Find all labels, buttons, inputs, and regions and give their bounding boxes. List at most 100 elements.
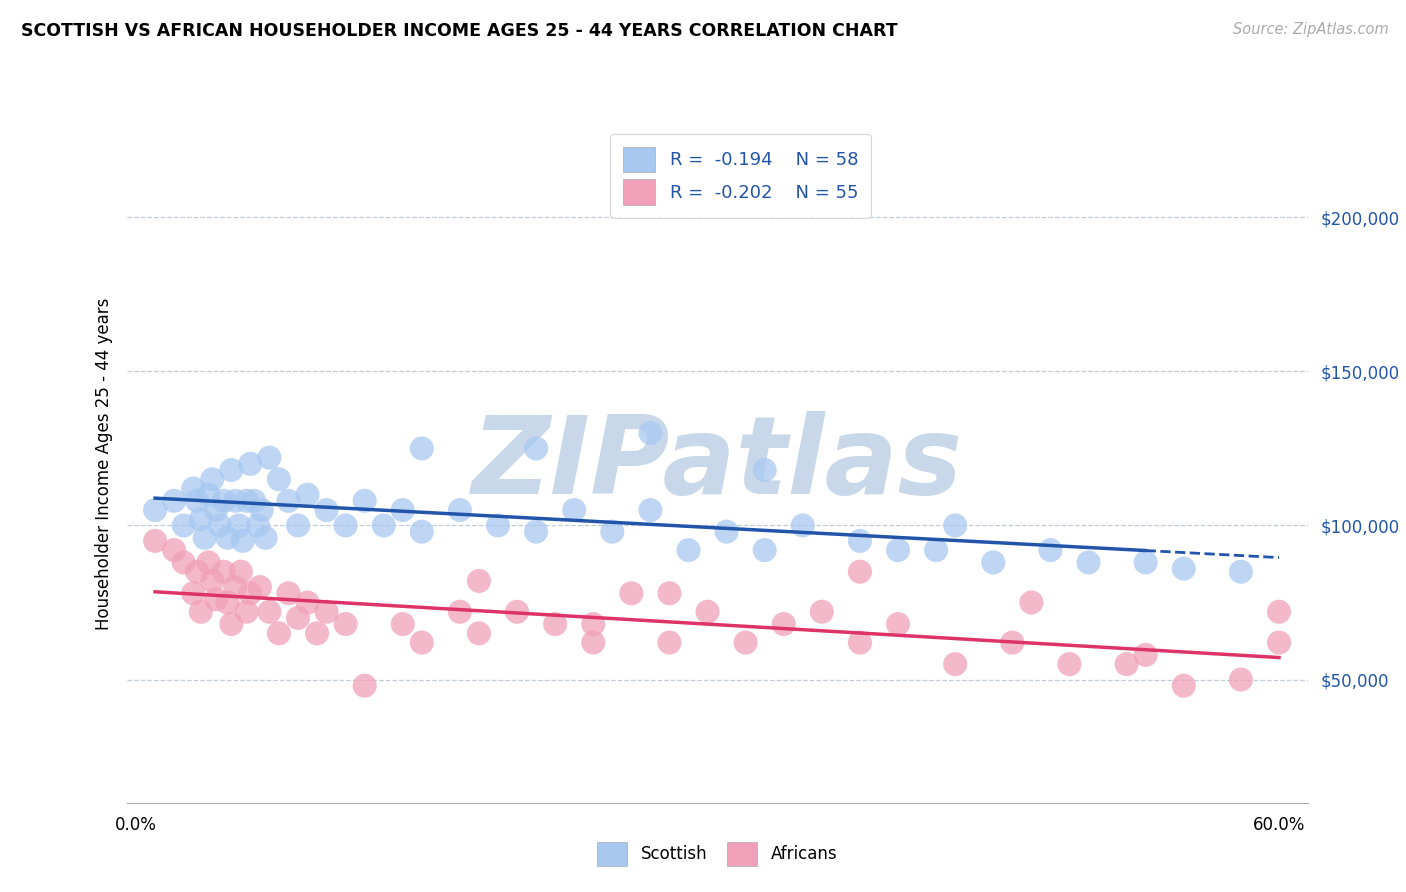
Text: Source: ZipAtlas.com: Source: ZipAtlas.com [1233,22,1389,37]
Point [259,605,281,619]
Y-axis label: Householder Income Ages 25 - 44 years: Householder Income Ages 25 - 44 years [94,298,112,630]
Point [212,565,235,579]
Point [143,533,166,548]
Point [194,531,217,545]
Point [235,493,257,508]
Point [1039,543,1062,558]
Point [143,503,166,517]
Point [267,472,290,486]
Point [315,605,337,619]
Point [582,617,605,632]
Point [544,617,567,632]
Point [221,463,243,477]
Point [217,595,239,609]
Point [678,543,700,558]
Point [1001,635,1024,649]
Point [658,586,681,600]
Point [772,617,794,632]
Point [391,617,413,632]
Point [943,657,966,672]
Point [250,503,273,517]
Point [243,493,266,508]
Point [811,605,834,619]
Point [449,605,471,619]
Point [640,425,662,440]
Point [887,617,910,632]
Point [239,586,262,600]
Point [335,518,357,533]
Point [205,592,228,607]
Point [287,518,309,533]
Text: SCOTTISH VS AFRICAN HOUSEHOLDER INCOME AGES 25 - 44 YEARS CORRELATION CHART: SCOTTISH VS AFRICAN HOUSEHOLDER INCOME A… [21,22,897,40]
Point [562,503,585,517]
Point [524,524,547,539]
Point [205,503,228,517]
Point [186,493,208,508]
Point [297,595,319,609]
Point [224,580,246,594]
Point [190,605,212,619]
Point [1173,679,1195,693]
Point [229,565,252,579]
Point [197,488,219,502]
Point [239,457,262,471]
Point [582,635,605,649]
Point [315,503,337,517]
Point [620,586,643,600]
Point [259,450,281,465]
Point [186,565,208,579]
Point [486,518,509,533]
Point [468,626,491,640]
Point [277,493,299,508]
Point [190,512,212,526]
Point [254,531,277,545]
Point [411,524,433,539]
Point [173,556,195,570]
Point [201,574,224,588]
Point [249,580,271,594]
Point [640,503,662,517]
Point [353,679,375,693]
Point [277,586,299,600]
Point [221,617,243,632]
Point [297,488,319,502]
Point [267,626,290,640]
Point [658,635,681,649]
Point [173,518,195,533]
Point [1268,635,1291,649]
Point [1115,657,1137,672]
Point [212,493,235,508]
Point [235,605,257,619]
Point [197,556,219,570]
Point [468,574,491,588]
Point [373,518,395,533]
Text: ZIPatlas: ZIPatlas [471,411,963,516]
Point [335,617,357,632]
Point [411,442,433,456]
Point [1135,648,1157,662]
Point [754,543,776,558]
Point [849,565,872,579]
Point [1135,556,1157,570]
Point [411,635,433,649]
Point [1268,605,1291,619]
Point [208,518,231,533]
Legend: Scottish, Africans: Scottish, Africans [591,836,844,872]
Point [716,524,738,539]
Point [201,472,224,486]
Point [305,626,328,640]
Point [181,482,204,496]
Point [228,518,250,533]
Point [981,556,1004,570]
Point [925,543,948,558]
Point [224,493,246,508]
Point [849,533,872,548]
Point [1059,657,1081,672]
Point [449,503,471,517]
Point [287,611,309,625]
Point [232,533,254,548]
Point [792,518,814,533]
Point [1021,595,1043,609]
Point [1173,561,1195,575]
Point [754,463,776,477]
